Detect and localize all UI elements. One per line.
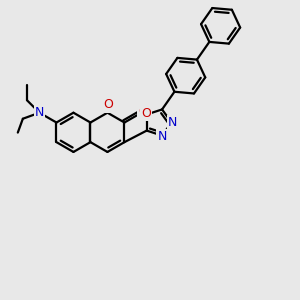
Text: O: O: [141, 107, 151, 120]
Text: O: O: [138, 105, 148, 118]
Text: N: N: [168, 116, 177, 129]
Text: N: N: [158, 130, 167, 143]
Text: O: O: [103, 98, 113, 111]
Text: N: N: [35, 106, 44, 119]
